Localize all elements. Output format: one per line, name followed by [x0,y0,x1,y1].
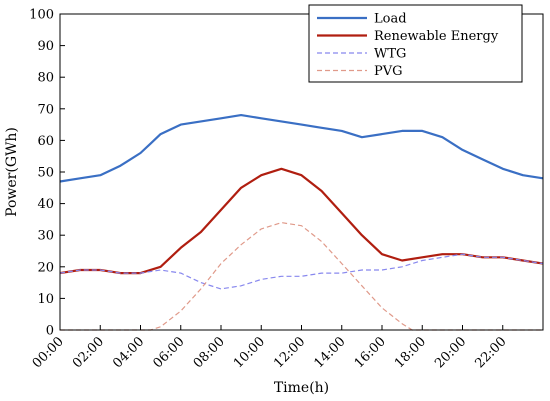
y-tick-label: 100 [29,8,54,23]
y-tick-label: 80 [37,71,54,86]
x-tick-label: 16:00 [352,334,389,371]
x-tick-label: 20:00 [432,334,469,371]
y-tick-label: 0 [46,324,54,339]
x-tick-label: 02:00 [70,334,107,371]
series-layer [59,113,544,331]
y-tick-label: 30 [37,229,54,244]
x-axis-title: Time(h) [274,380,329,396]
x-tick-label: 12:00 [271,334,308,371]
y-tick-label: 10 [37,292,54,307]
legend: Load Renewable Energy WTG PVG [308,4,523,83]
series-line-load [59,113,544,183]
y-tick-label: 20 [37,260,54,275]
y-tick-label: 90 [37,39,54,54]
x-tick-label: 18:00 [392,334,429,371]
x-tick-label: 00:00 [30,334,67,371]
y-tick-label: 60 [37,134,54,149]
x-tick-label: 06:00 [150,334,187,371]
legend-label: WTG [374,47,406,62]
x-tick-label: 22:00 [472,334,509,371]
y-axis-title: Power(GWh) [4,127,20,217]
x-tick-label: 10:00 [231,334,268,371]
legend-label: Renewable Energy [374,29,499,44]
legend-label: Load [374,12,407,27]
y-tick-label: 40 [37,197,54,212]
series-line-pvg [60,222,543,331]
x-tick-label: 08:00 [191,334,228,371]
legend-label: PVG [374,64,403,79]
x-tick-label: 04:00 [110,334,147,371]
series-line-renewable-energy [59,167,544,275]
y-tick-label: 70 [37,102,54,117]
x-tick-label: 14:00 [311,334,348,371]
y-tick-label: 50 [37,166,54,181]
series-line-wtg [59,253,544,290]
